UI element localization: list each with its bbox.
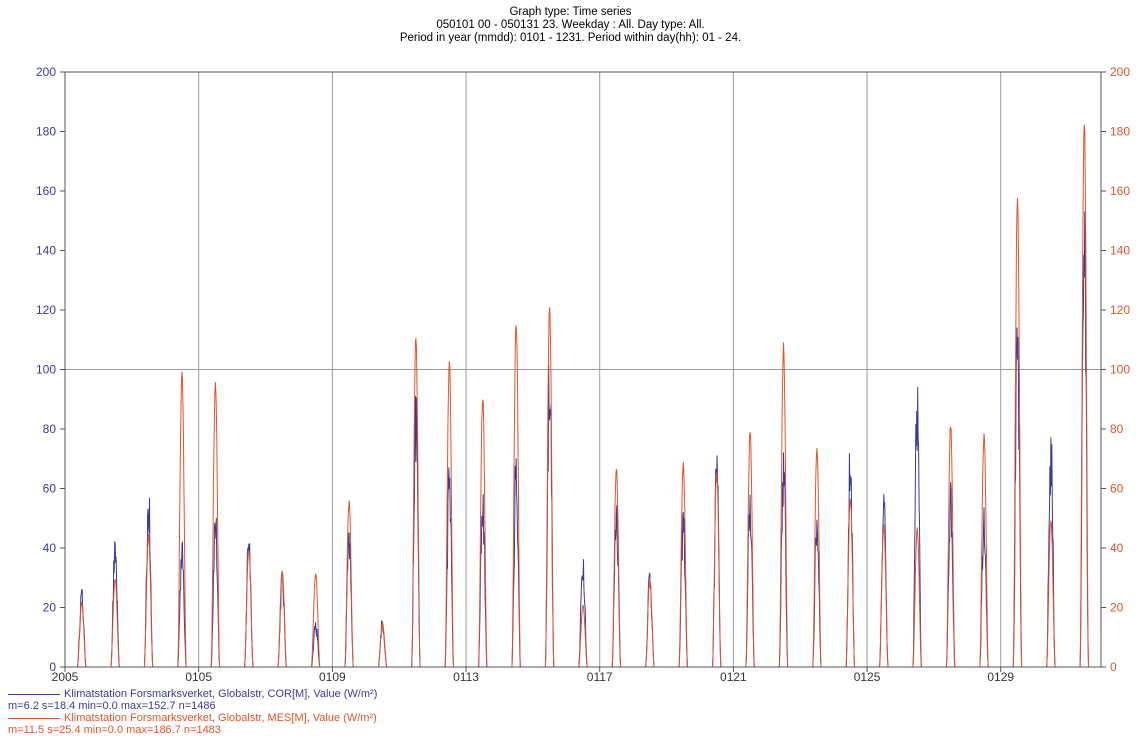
left-y-axis: 0 20 40 60 80 100 120 140 160 180 200 <box>36 65 65 674</box>
chart-title-line-1: Graph type: Time series <box>509 6 632 18</box>
left-tick-label: 200 <box>36 65 56 79</box>
right-tick-label: 180 <box>1110 125 1130 139</box>
legend-label-cor: Klimatstation Forsmarksverket, Globalstr… <box>64 688 378 700</box>
right-y-axis: 0 20 40 60 80 100 120 140 160 180 200 <box>1101 65 1130 674</box>
legend: Klimatstation Forsmarksverket, Globalstr… <box>8 688 377 736</box>
legend-label-mes: Klimatstation Forsmarksverket, Globalstr… <box>64 712 377 724</box>
right-tick-label: 40 <box>1110 541 1124 555</box>
x-tick-label: 2005 <box>52 670 79 684</box>
legend-swatch-mes <box>8 718 60 719</box>
right-tick-label: 80 <box>1110 422 1124 436</box>
left-tick-label: 0 <box>49 660 56 674</box>
left-tick-label: 80 <box>43 422 57 436</box>
x-tick-label: 0125 <box>854 670 881 684</box>
grid <box>65 72 1101 667</box>
left-tick-label: 60 <box>43 482 57 496</box>
x-tick-label: 0129 <box>987 670 1014 684</box>
right-tick-label: 100 <box>1110 363 1130 377</box>
chart-title-line-2: 050101 00 - 050131 23. Weekday : All. Da… <box>436 19 705 31</box>
legend-swatch-cor <box>8 694 60 695</box>
right-tick-label: 120 <box>1110 303 1130 317</box>
right-tick-label: 60 <box>1110 482 1124 496</box>
x-tick-label: 0121 <box>720 670 747 684</box>
x-axis: 2005 0105 0109 0113 0117 0121 0125 0129 <box>52 667 1014 684</box>
right-tick-label: 0 <box>1110 660 1117 674</box>
right-tick-label: 160 <box>1110 184 1130 198</box>
right-tick-label: 20 <box>1110 601 1124 615</box>
left-tick-label: 180 <box>36 125 56 139</box>
left-tick-label: 160 <box>36 184 56 198</box>
chart-title: Graph type: Time series 050101 00 - 0501… <box>0 6 1141 45</box>
legend-stats-mes: m=11.5 s=25.4 min=0.0 max=186.7 n=1483 <box>8 724 221 736</box>
series-line-cor <box>65 211 1101 668</box>
left-tick-label: 20 <box>43 601 57 615</box>
chart-title-line-3: Period in year (mmdd): 0101 - 1231. Peri… <box>399 32 742 44</box>
series-line-mes <box>65 124 1101 668</box>
x-tick-label: 0109 <box>319 670 346 684</box>
legend-entry-mes: Klimatstation Forsmarksverket, Globalstr… <box>8 712 377 724</box>
left-tick-label: 120 <box>36 303 56 317</box>
right-tick-label: 140 <box>1110 244 1130 258</box>
right-tick-label: 200 <box>1110 65 1130 79</box>
legend-stats-cor: m=6.2 s=18.4 min=0.0 max=152.7 n=1486 <box>8 700 216 712</box>
left-tick-label: 100 <box>36 363 56 377</box>
legend-entry-cor: Klimatstation Forsmarksverket, Globalstr… <box>8 688 377 700</box>
x-tick-label: 0117 <box>587 670 613 684</box>
series-group <box>65 124 1101 668</box>
left-tick-label: 40 <box>43 541 57 555</box>
x-tick-label: 0113 <box>453 670 479 684</box>
x-tick-label: 0105 <box>185 670 212 684</box>
left-tick-label: 140 <box>36 244 56 258</box>
